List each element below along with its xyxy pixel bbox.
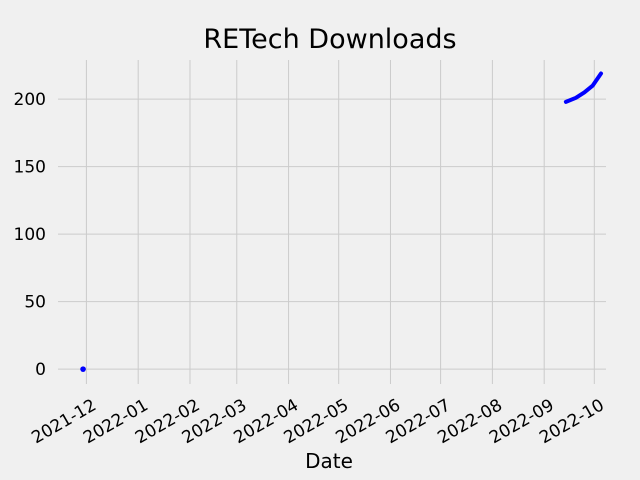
- y-tick-label: 100: [14, 225, 46, 245]
- y-tick-label: 0: [35, 360, 46, 380]
- y-tick-label: 50: [24, 293, 46, 313]
- data-point: [80, 366, 86, 372]
- x-axis-label: Date: [305, 449, 353, 473]
- y-tick-label: 150: [14, 158, 46, 178]
- chart-title: RETech Downloads: [203, 24, 456, 55]
- y-tick-label: 200: [14, 90, 46, 110]
